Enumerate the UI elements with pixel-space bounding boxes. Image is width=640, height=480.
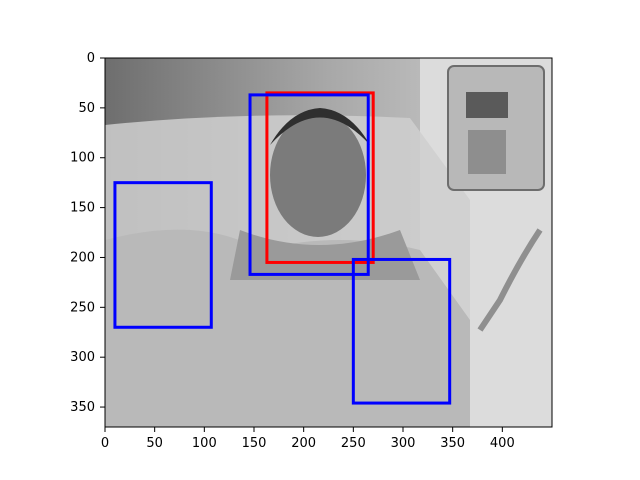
x-tick-label: 350 bbox=[440, 436, 465, 451]
x-tick-label: 250 bbox=[341, 436, 366, 451]
x-axis: 0 50 100 150 200 250 300 350 400 bbox=[101, 427, 515, 451]
x-tick-label: 50 bbox=[146, 436, 163, 451]
y-tick-label: 100 bbox=[70, 151, 95, 166]
x-tick-label: 300 bbox=[391, 436, 416, 451]
bounding-boxes bbox=[113, 91, 452, 405]
y-tick-label: 200 bbox=[70, 250, 95, 265]
blue-bounding-box bbox=[351, 257, 452, 405]
axes-frame bbox=[104, 57, 553, 428]
x-tick-label: 200 bbox=[291, 436, 316, 451]
red-bounding-box bbox=[265, 91, 375, 264]
y-tick-label: 300 bbox=[70, 350, 95, 365]
y-tick-label: 350 bbox=[70, 400, 95, 415]
x-tick-label: 100 bbox=[192, 436, 217, 451]
x-tick-label: 0 bbox=[101, 436, 109, 451]
y-tick-label: 50 bbox=[78, 101, 95, 116]
y-tick-label: 150 bbox=[70, 201, 95, 216]
y-tick-label: 0 bbox=[87, 51, 95, 66]
x-tick-label: 150 bbox=[242, 436, 267, 451]
blue-bounding-box bbox=[248, 93, 370, 276]
y-axis: 0 50 100 150 200 250 300 350 bbox=[70, 51, 105, 415]
y-tick-label: 250 bbox=[70, 300, 95, 315]
photo bbox=[105, 58, 552, 427]
x-tick-label: 400 bbox=[490, 436, 515, 451]
blue-bounding-box bbox=[113, 181, 213, 329]
